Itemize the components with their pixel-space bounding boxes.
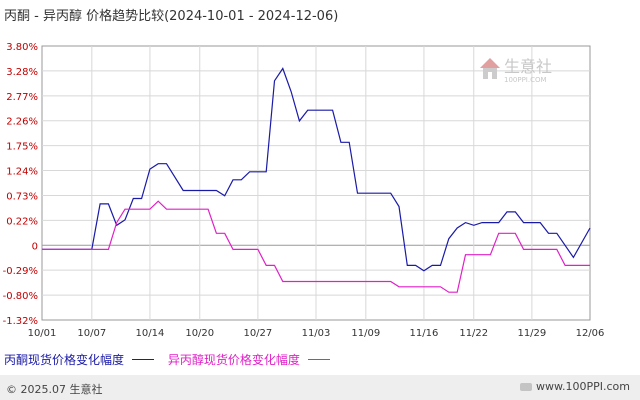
x-tick-label: 10/01 <box>28 328 57 339</box>
house-icon <box>480 58 500 79</box>
footer-site-text: www.100PPI.com <box>536 380 630 393</box>
y-tick-label: 2.26% <box>6 117 38 128</box>
x-tick-label: 11/29 <box>517 328 546 339</box>
x-tick-label: 10/14 <box>136 328 165 339</box>
series-lines <box>42 67 591 293</box>
y-tick-label: 2.77% <box>6 92 38 103</box>
y-tick-label: 1.24% <box>6 167 38 178</box>
site-logo-icon <box>520 383 533 391</box>
x-tick-label: 10/27 <box>243 328 272 339</box>
x-tick-label: 11/16 <box>410 328 439 339</box>
series-line-1 <box>42 67 591 272</box>
y-axis-ticks: 3.80% 3.28% 2.77% 2.26% 1.75% 1.24% 0.73% 0.22%… <box>3 42 38 327</box>
legend-label-series2: 异丙醇现货价格变化幅度 <box>167 353 300 367</box>
legend-item-series1: 丙酮现货价格变化幅度 <box>4 351 155 368</box>
y-tick-label: 3.28% <box>6 67 38 78</box>
x-tick-label: 10/20 <box>185 328 214 339</box>
y-tick-label: 0.22% <box>6 216 38 227</box>
watermark-logo: 生意社 100PPI.COM <box>480 57 552 84</box>
x-tick-label: 11/03 <box>302 328 331 339</box>
footer-copyright: © 2025.07 生意社 <box>6 383 103 396</box>
legend-swatch-series1 <box>132 359 155 360</box>
x-tick-label: 11/09 <box>351 328 380 339</box>
x-tick-label: 11/22 <box>459 328 488 339</box>
y-tick-label: 0.73% <box>6 191 38 202</box>
series-line-2 <box>42 200 590 293</box>
legend-item-series2: 异丙醇现货价格变化幅度 <box>168 351 330 368</box>
watermark-url: 100PPI.COM <box>504 76 547 84</box>
y-tick-label: 0 <box>32 241 38 252</box>
watermark-name: 生意社 <box>504 57 552 76</box>
chart-title: 丙酮 - 异丙醇 价格趋势比较(2024-10-01 - 2024-12-06) <box>4 9 339 24</box>
y-tick-label: 1.75% <box>6 142 38 153</box>
legend-label-series1: 丙酮现货价格变化幅度 <box>4 353 125 367</box>
y-tick-label: 3.80% <box>6 42 38 53</box>
footer: © 2025.07 生意社 www.100PPI.com <box>0 375 640 400</box>
x-axis-ticks: 10/01 10/07 10/14 10/20 10/27 11/03 11/09 11/16… <box>28 328 605 339</box>
footer-site-link[interactable]: www.100PPI.com <box>520 380 630 393</box>
legend-swatch-series2 <box>307 359 330 360</box>
y-tick-label: -1.32% <box>3 316 38 327</box>
legend: 丙酮现货价格变化幅度 异丙醇现货价格变化幅度 <box>4 351 340 368</box>
grid-lines <box>42 46 590 320</box>
y-tick-label: -0.29% <box>3 266 38 277</box>
chart-area: 3.80% 3.28% 2.77% 2.26% 1.75% 1.24% 0.73% 0.22%… <box>3 42 605 339</box>
x-tick-label: 10/07 <box>77 328 106 339</box>
y-tick-label: -0.80% <box>3 291 38 302</box>
x-tick-label: 12/06 <box>576 328 605 339</box>
